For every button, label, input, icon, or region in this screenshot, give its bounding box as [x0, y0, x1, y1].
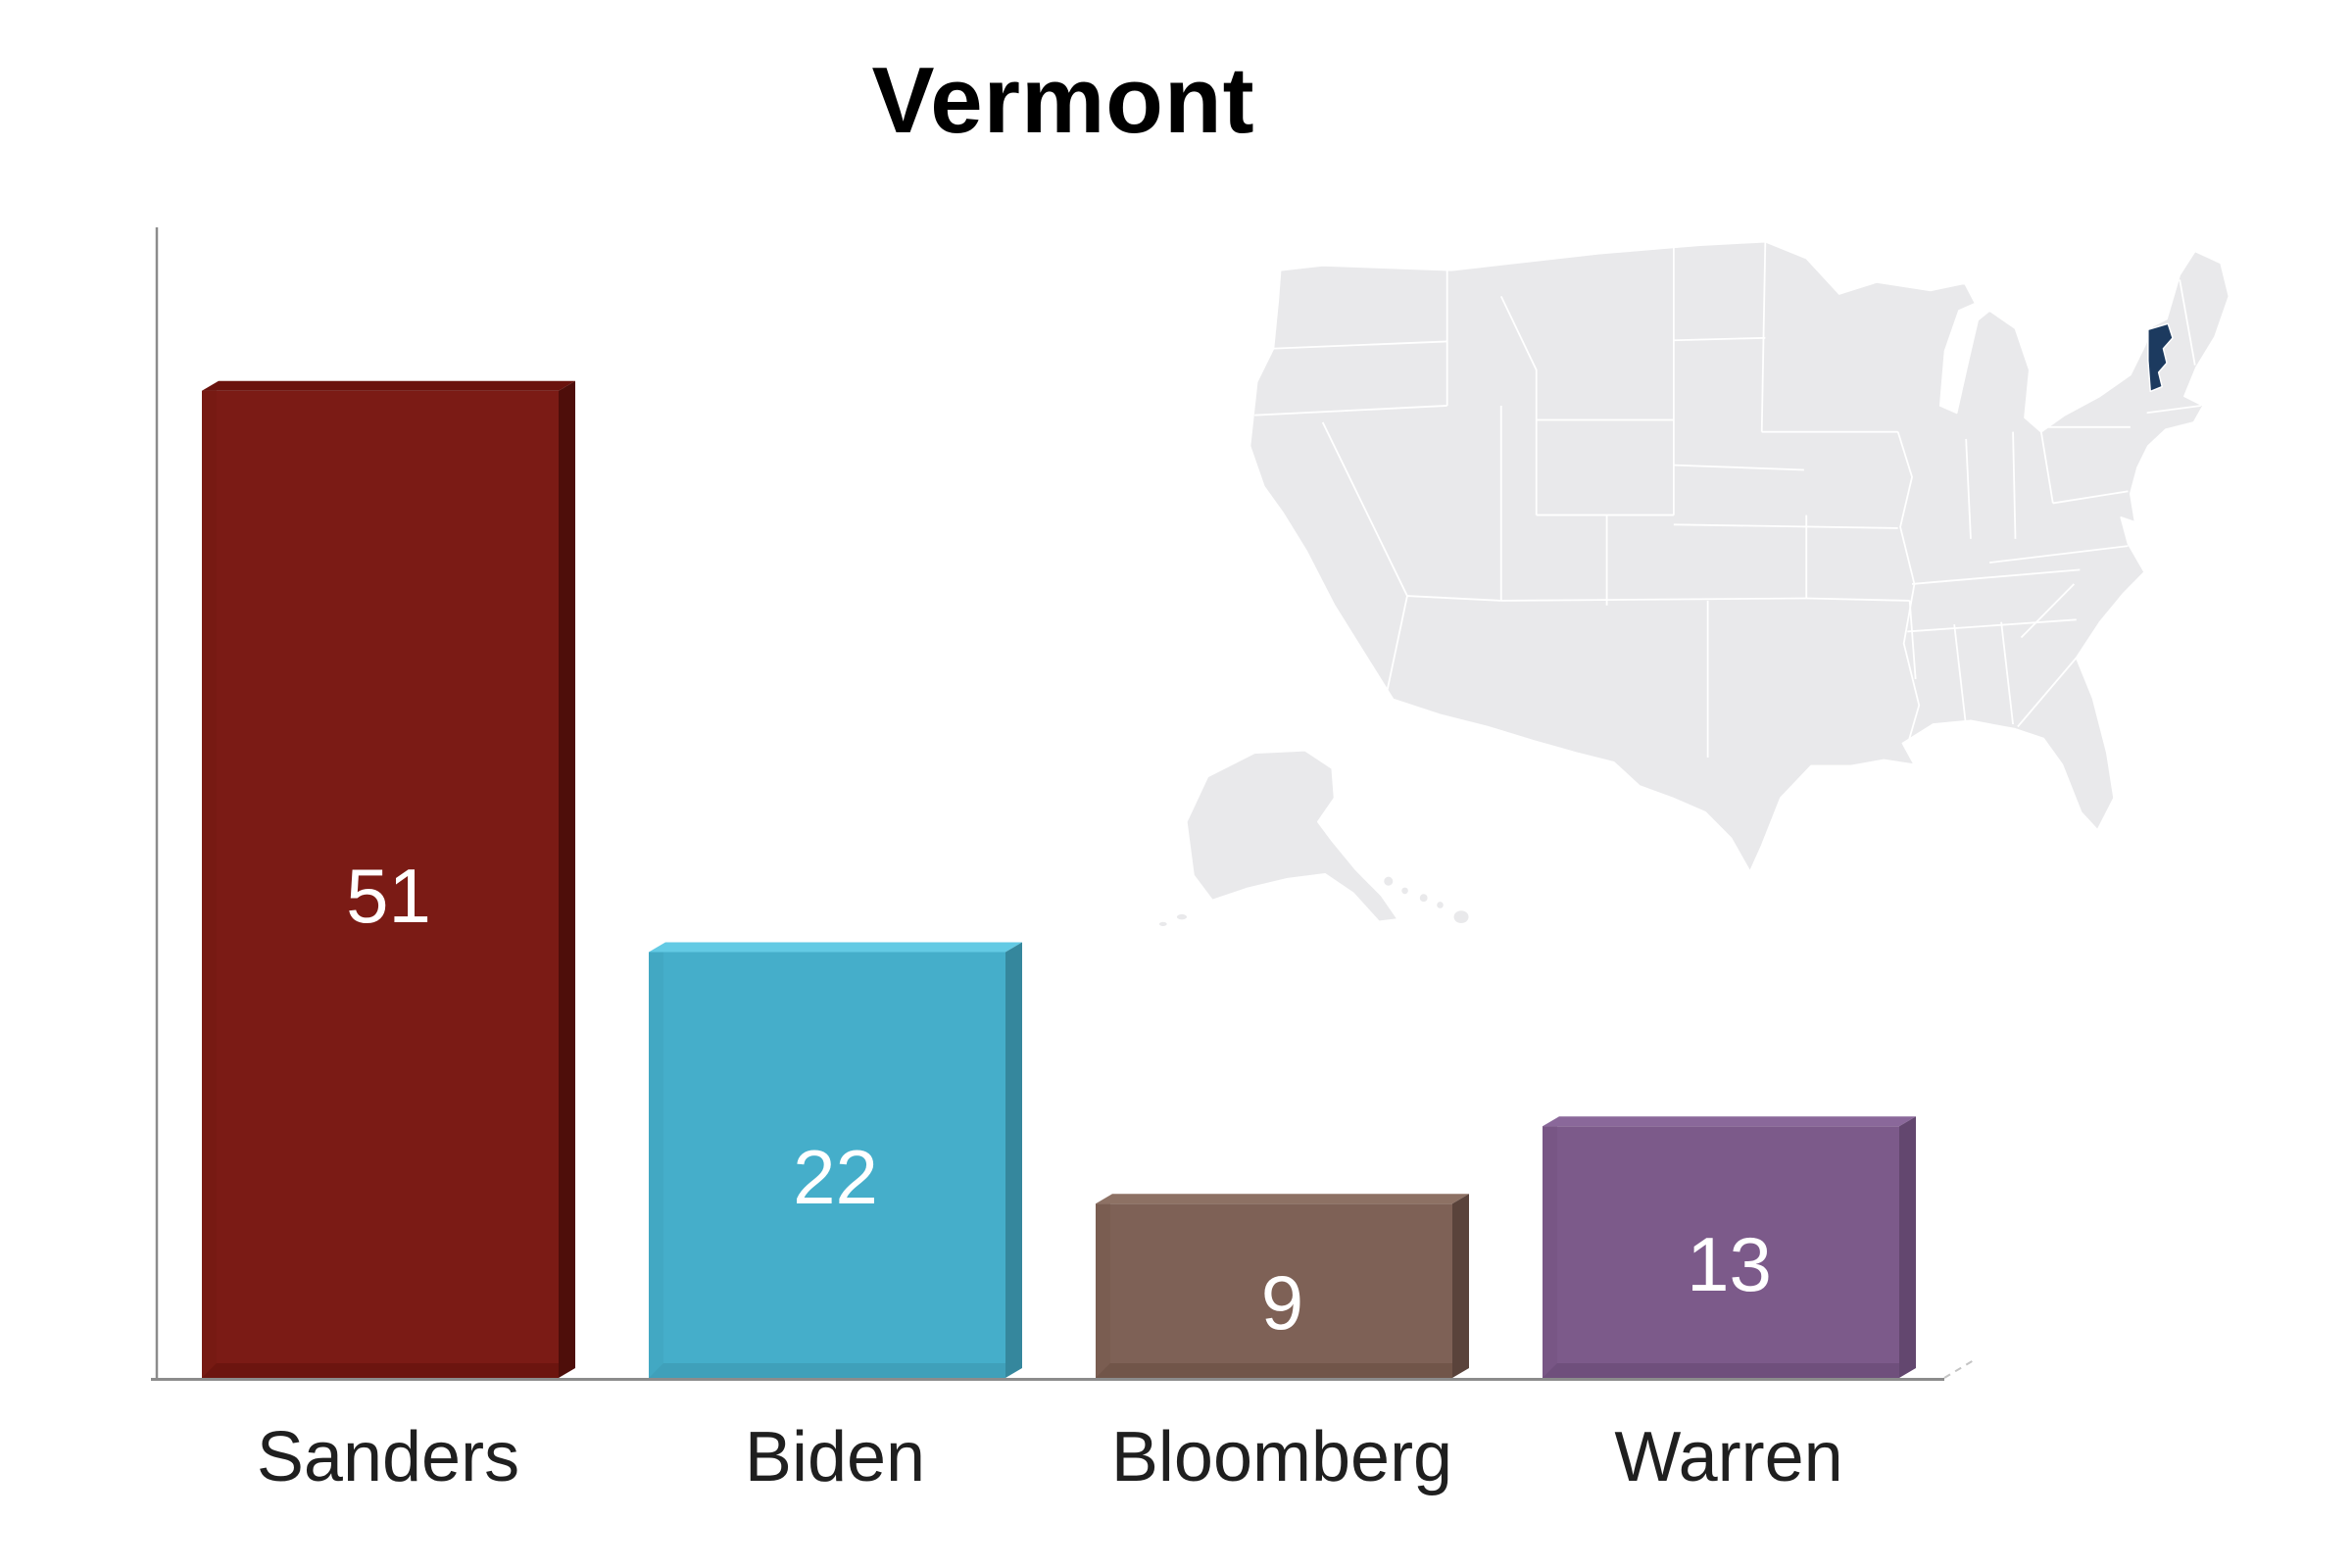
- bar-bloomberg: [1096, 1194, 1469, 1378]
- axis-label-sanders: Sanders: [256, 1418, 520, 1496]
- aleutian-island: [1175, 912, 1189, 922]
- bar-value-bloomberg: 9: [1260, 1259, 1304, 1347]
- us-map: [1157, 240, 2230, 928]
- bar-value-sanders: 51: [346, 853, 431, 940]
- lower-48-shape: [1249, 240, 2230, 873]
- bar-group: [202, 380, 1916, 1378]
- chart-title: Vermont: [871, 48, 1255, 153]
- us-states: [1157, 240, 2230, 928]
- axis-depth-tick: [1943, 1359, 1975, 1379]
- vermont-highlight: [2147, 322, 2174, 393]
- bar-biden: [649, 942, 1022, 1378]
- axis-label-bloomberg: Bloomberg: [1110, 1418, 1453, 1496]
- axis-label-biden: Biden: [744, 1418, 926, 1496]
- bar-value-biden: 22: [793, 1133, 878, 1220]
- bar-warren: [1543, 1116, 1916, 1378]
- bar-sanders: [202, 380, 575, 1378]
- alaska-shape: [1185, 749, 1399, 923]
- aleutian-island: [1157, 919, 1169, 928]
- hawaii-shape: [1382, 874, 1471, 925]
- state-borders: [1254, 241, 2201, 759]
- axis-label-warren: Warren: [1614, 1418, 1843, 1496]
- bar-value-warren: 13: [1687, 1220, 1772, 1307]
